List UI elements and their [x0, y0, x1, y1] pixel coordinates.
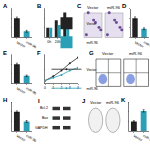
svg-text:miR-96: miR-96 — [143, 40, 150, 49]
svg-text:miR-96: miR-96 — [25, 86, 37, 95]
svg-text:miR-96: miR-96 — [106, 100, 120, 105]
svg-text:I: I — [38, 98, 40, 104]
svg-text:miR-96: miR-96 — [25, 40, 37, 49]
svg-text:H: H — [3, 97, 7, 103]
svg-text:Bax: Bax — [42, 116, 48, 120]
svg-text:2: 2 — [60, 86, 63, 91]
svg-text:Vector: Vector — [134, 40, 145, 49]
svg-text:K: K — [121, 97, 126, 103]
svg-text:miR-96: miR-96 — [25, 134, 37, 143]
svg-text:G: G — [89, 50, 94, 56]
svg-text:Vector: Vector — [16, 134, 27, 143]
svg-text:D: D — [122, 3, 127, 9]
svg-text:E: E — [3, 50, 7, 56]
svg-text:miR-96: miR-96 — [107, 5, 121, 10]
svg-text:Bcl-2: Bcl-2 — [40, 106, 48, 110]
svg-text:Vector: Vector — [87, 22, 98, 26]
svg-text:4: 4 — [77, 86, 79, 91]
svg-text:Vector: Vector — [16, 86, 27, 95]
svg-text:Vector: Vector — [90, 100, 102, 105]
svg-text:Vector: Vector — [102, 51, 114, 56]
svg-text:0h: 0h — [47, 40, 51, 44]
svg-text:GAPDH: GAPDH — [35, 126, 48, 130]
svg-text:miR-96: miR-96 — [142, 134, 150, 143]
svg-text:1: 1 — [52, 86, 55, 91]
svg-text:F: F — [37, 50, 41, 56]
svg-text:B: B — [37, 3, 42, 9]
svg-text:Vector: Vector — [87, 5, 99, 10]
svg-text:A: A — [3, 3, 8, 9]
svg-text:Vector: Vector — [133, 134, 144, 143]
svg-text:Vector: Vector — [87, 68, 98, 72]
svg-text:C: C — [77, 3, 82, 9]
svg-text:miR-96: miR-96 — [87, 41, 98, 45]
svg-text:miR-96: miR-96 — [129, 51, 143, 56]
svg-text:0: 0 — [44, 86, 46, 90]
svg-text:Vector: Vector — [16, 40, 27, 49]
svg-text:miR-96: miR-96 — [87, 87, 98, 91]
svg-text:24h: 24h — [55, 40, 61, 44]
svg-text:3: 3 — [68, 86, 71, 91]
svg-text:J: J — [82, 98, 85, 104]
